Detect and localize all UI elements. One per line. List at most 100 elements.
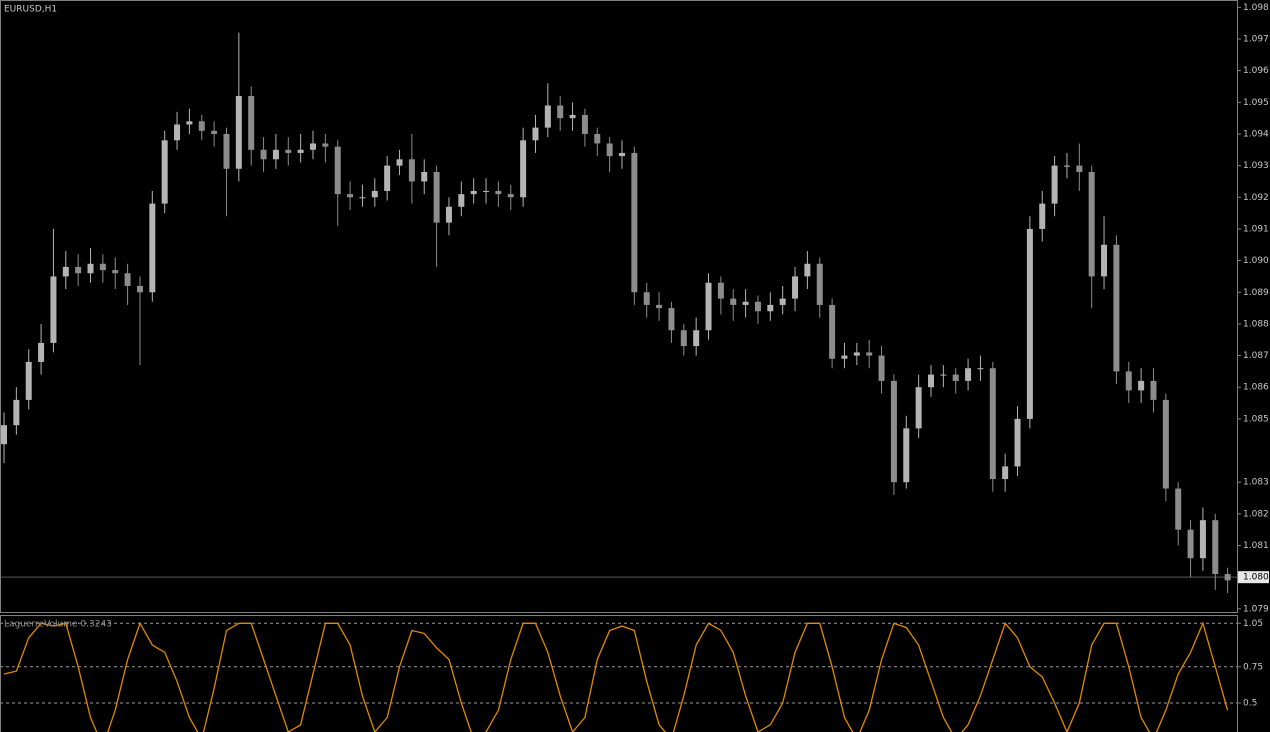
candle-body: [730, 298, 737, 305]
candle-body: [495, 190, 502, 195]
candle-body: [1026, 228, 1033, 419]
candle-body: [581, 114, 588, 134]
indicator-plot: [1, 621, 1237, 732]
candle-body: [1051, 165, 1058, 204]
price-plot: [1, 32, 1237, 594]
candle-body: [1150, 380, 1157, 400]
y-tick-label: 1.083: [1243, 478, 1269, 488]
candle-body: [1212, 520, 1219, 575]
candle-body: [38, 342, 45, 362]
candle-body: [965, 368, 972, 381]
candle-body: [989, 368, 996, 480]
y-tick-label: 1.085: [1243, 414, 1269, 424]
candle-body: [124, 273, 131, 286]
candle-body: [619, 152, 625, 157]
candle-body: [977, 368, 984, 370]
candle-body: [606, 143, 613, 157]
chart-title: EURUSD,H1: [4, 5, 57, 15]
candle-body: [1063, 165, 1070, 167]
candle-body: [557, 105, 564, 119]
candle-body: [915, 387, 922, 429]
candle-body: [1014, 418, 1021, 467]
candle-body: [804, 263, 811, 277]
candle-body: [322, 143, 329, 147]
candle-body: [13, 399, 20, 426]
candle-body: [866, 352, 873, 356]
candle-body: [87, 263, 94, 274]
candle-body: [1039, 203, 1046, 229]
candle-body: [742, 301, 749, 305]
candle-body: [841, 355, 848, 359]
candle-body: [792, 276, 799, 299]
candle-body: [310, 143, 316, 150]
candle-body: [903, 428, 910, 483]
candle-body: [223, 133, 230, 169]
y-tick-label: 1.092: [1243, 193, 1269, 203]
candle-body: [680, 330, 687, 347]
candle-body: [359, 197, 366, 199]
candle-body: [1113, 244, 1120, 372]
y-tick-label: 1.091: [1243, 224, 1269, 234]
candle-body: [544, 105, 551, 128]
y-tick-label: 1.093: [1243, 161, 1269, 171]
y-tick-label: 1.094: [1243, 129, 1269, 139]
y-tick-label: 0.5: [1243, 699, 1257, 709]
candle-body: [186, 121, 193, 125]
candle-body: [1002, 466, 1009, 480]
y-tick-label: 1.082: [1243, 509, 1269, 519]
candle-body: [421, 171, 428, 182]
candle-body: [507, 194, 514, 198]
price-label-box: [1238, 571, 1269, 584]
candle-body: [149, 203, 156, 293]
candle-body: [569, 114, 576, 119]
candle-body: [260, 149, 267, 160]
candle-body: [1125, 371, 1132, 391]
y-tick-label: 1.089: [1243, 288, 1269, 298]
candle-body: [1162, 399, 1169, 489]
candle-body: [50, 276, 57, 343]
candle-body: [161, 140, 168, 204]
candle-body: [668, 308, 675, 331]
main-frame: [0, 0, 1238, 613]
candle-body: [483, 190, 490, 192]
candle-body: [211, 130, 218, 134]
candle-body: [1175, 488, 1182, 530]
candle-body: [99, 263, 106, 271]
y-tick-label: 0.75: [1243, 662, 1263, 672]
y-tick-label: 1.097: [1243, 34, 1269, 44]
candle-body: [631, 152, 638, 293]
candle-body: [174, 124, 181, 141]
candle-body: [1224, 574, 1231, 581]
candle-body: [754, 301, 761, 312]
candle-body: [25, 361, 32, 400]
candle-body: [940, 374, 947, 376]
indicator-frame: [0, 615, 1238, 732]
candle-body: [285, 149, 292, 153]
candle-body: [878, 355, 885, 381]
candle-body: [594, 133, 601, 144]
candle-body: [235, 95, 242, 169]
candle-body: [334, 146, 341, 195]
y-tick-label: 1.095: [1243, 98, 1269, 108]
y-tick-label: 1.05: [1243, 619, 1263, 629]
candle-body: [1199, 520, 1206, 559]
candle-body: [928, 374, 934, 388]
candle-body: [779, 298, 786, 305]
y-tick-label: 1.098: [1243, 3, 1269, 13]
y-tick-label: 1.096: [1243, 66, 1269, 76]
candle-body: [717, 282, 724, 299]
price-label: 1.080: [1243, 573, 1269, 583]
indicator-title: LaguerreVolume 0.3243: [4, 620, 112, 630]
candle-body: [693, 330, 700, 347]
candle-body: [1, 425, 7, 445]
y-tick-label: 1.090: [1243, 256, 1269, 266]
candle-body: [136, 285, 143, 293]
candle-body: [62, 266, 69, 277]
y-tick-label: 1.088: [1243, 319, 1269, 329]
y-tick-label: 1.086: [1243, 383, 1269, 393]
candle-body: [470, 190, 477, 195]
candle-body: [520, 140, 527, 198]
candle-body: [75, 266, 82, 274]
candle-body: [248, 95, 255, 150]
